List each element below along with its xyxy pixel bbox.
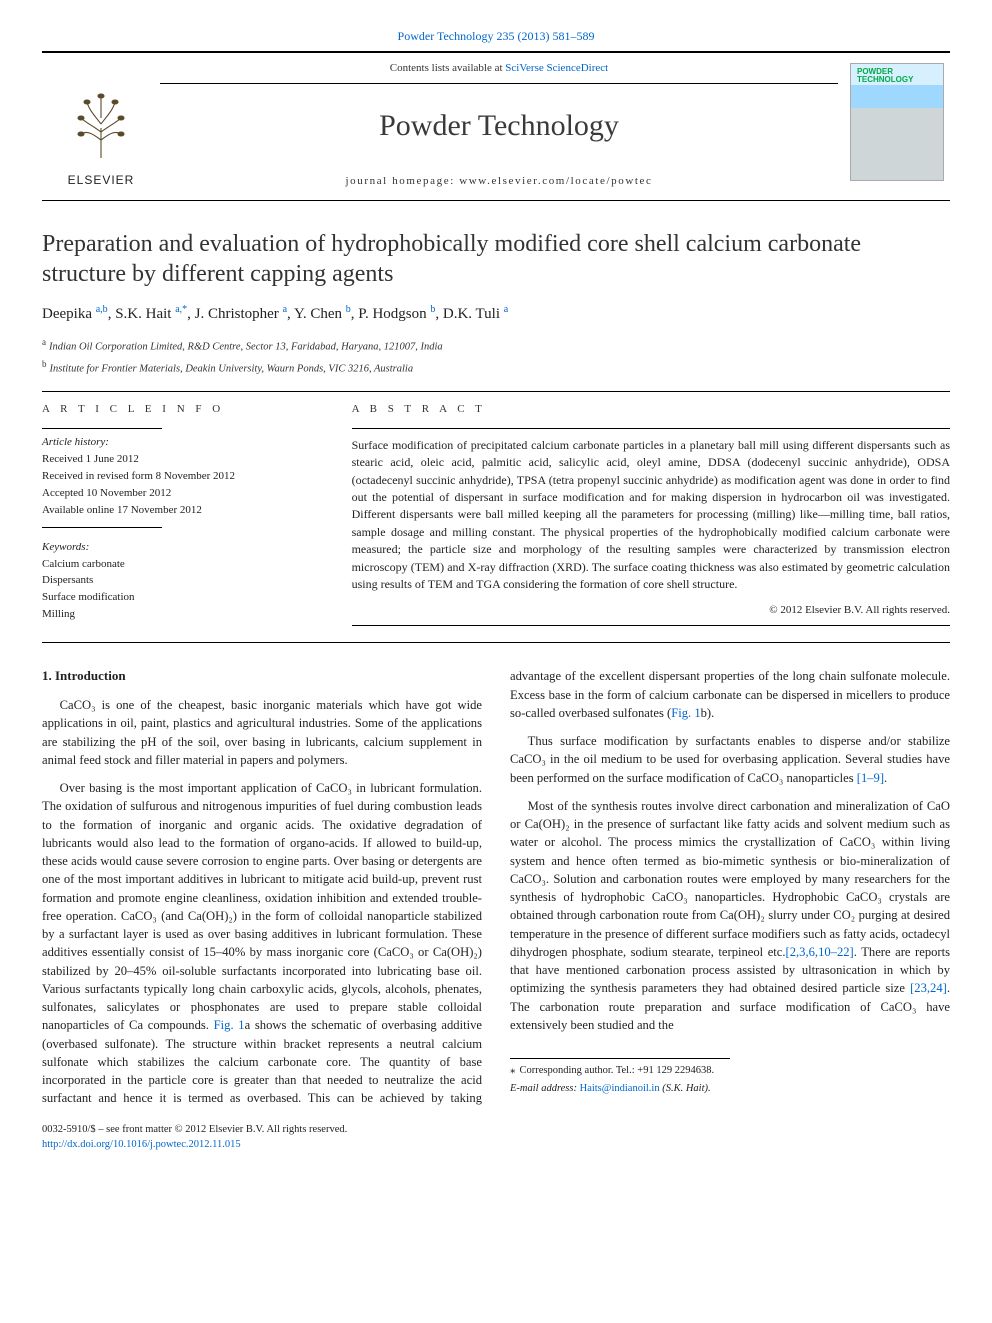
section-heading-intro: 1. Introduction (42, 667, 482, 686)
keyword: Dispersants (42, 573, 324, 589)
top-journal-ref: Powder Technology 235 (2013) 581–589 (42, 28, 950, 45)
top-journal-link[interactable]: Powder Technology 235 (2013) 581–589 (398, 29, 595, 43)
doi-link[interactable]: http://dx.doi.org/10.1016/j.powtec.2012.… (42, 1139, 241, 1150)
affiliation-a: aIndian Oil Corporation Limited, R&D Cen… (42, 336, 950, 355)
corr-text: Corresponding author. Tel.: +91 129 2294… (520, 1065, 715, 1076)
keyword: Milling (42, 607, 324, 623)
email-person: (S.K. Hait). (662, 1083, 710, 1094)
history-line: Accepted 10 November 2012 (42, 486, 324, 502)
journal-cover-block: POWDER TECHNOLOGY (838, 53, 950, 199)
body-paragraph: Thus surface modification by surfactants… (510, 732, 950, 787)
aff-sup-b: b (42, 359, 47, 369)
abstract-top-rule (352, 428, 950, 429)
keywords-heading: Keywords: (42, 540, 324, 556)
contents-prefix: Contents lists available at (390, 62, 505, 74)
history-line: Available online 17 November 2012 (42, 503, 324, 519)
keyword: Calcium carbonate (42, 557, 324, 573)
page: Powder Technology 235 (2013) 581–589 (0, 0, 992, 1192)
abstract-column: A B S T R A C T Surface modification of … (352, 402, 950, 626)
aff-sup-a: a (42, 337, 46, 347)
footnote-block: ⁎ Corresponding author. Tel.: +91 129 229… (510, 1058, 950, 1096)
homepage-prefix: journal homepage: (345, 175, 459, 187)
body-text: Over basing is the most important applic… (42, 781, 482, 1032)
history-heading: Article history: (42, 435, 324, 451)
citation-link[interactable]: [2,3,6,10–22] (786, 945, 854, 959)
email-link[interactable]: Haits@indianoil.in (580, 1083, 660, 1094)
abstract-copyright: © 2012 Elsevier B.V. All rights reserved… (352, 603, 950, 619)
cover-title: POWDER TECHNOLOGY (857, 68, 943, 84)
doi-line: http://dx.doi.org/10.1016/j.powtec.2012.… (42, 1137, 950, 1152)
aff-text-a: Indian Oil Corporation Limited, R&D Cent… (49, 341, 443, 352)
homepage-url: www.elsevier.com/locate/powtec (459, 175, 652, 187)
front-matter-line: 0032-5910/$ – see front matter © 2012 El… (42, 1122, 950, 1137)
body-paragraph: CaCO₃ is one of the cheapest, basic inor… (42, 696, 482, 769)
asterisk-icon: ⁎ (510, 1064, 516, 1076)
elsevier-label: ELSEVIER (68, 172, 135, 189)
abstract-heading: A B S T R A C T (352, 402, 950, 418)
masthead: ELSEVIER Contents lists available at Sci… (42, 51, 950, 200)
email-note: E-mail address: Haits@indianoil.in (S.K.… (510, 1081, 950, 1096)
article-info-heading: A R T I C L E I N F O (42, 402, 324, 418)
aff-text-b: Institute for Frontier Materials, Deakin… (50, 364, 414, 375)
publisher-block: ELSEVIER (42, 53, 160, 199)
email-label: E-mail address: (510, 1083, 577, 1094)
masthead-center: Contents lists available at SciVerse Sci… (160, 53, 838, 199)
figure-ref-link[interactable]: Fig. 1 (214, 1018, 245, 1032)
body-two-column: 1. Introduction CaCO₃ is one of the chea… (42, 667, 950, 1107)
authors-line: Deepika a,b, S.K. Hait a,*, J. Christoph… (42, 303, 950, 326)
figure-ref-link[interactable]: Fig. 1 (671, 706, 700, 720)
affiliation-b: bInstitute for Frontier Materials, Deaki… (42, 358, 950, 377)
info-short-rule-1 (42, 428, 162, 429)
body-text: b). (701, 706, 715, 720)
journal-cover-thumbnail: POWDER TECHNOLOGY (850, 63, 944, 181)
sciencedirect-link[interactable]: SciVerse ScienceDirect (505, 62, 608, 74)
body-paragraph: Most of the synthesis routes involve dir… (510, 797, 950, 1034)
body-text: Most of the synthesis routes involve dir… (510, 799, 950, 959)
info-short-rule-2 (42, 527, 162, 528)
rule-above-body (42, 642, 950, 643)
rule-above-info (42, 391, 950, 392)
body-text: . (884, 771, 887, 785)
history-line: Received in revised form 8 November 2012 (42, 469, 324, 485)
journal-title: Powder Technology (160, 104, 838, 148)
contents-line: Contents lists available at SciVerse Sci… (160, 61, 838, 84)
abstract-text: Surface modification of precipitated cal… (352, 437, 950, 594)
article-info-column: A R T I C L E I N F O Article history: R… (42, 402, 324, 626)
citation-link[interactable]: [23,24] (910, 981, 947, 995)
abstract-bottom-rule (352, 625, 950, 626)
keyword: Surface modification (42, 590, 324, 606)
history-line: Received 1 June 2012 (42, 452, 324, 468)
article-title: Preparation and evaluation of hydrophobi… (42, 229, 950, 289)
info-abstract-row: A R T I C L E I N F O Article history: R… (42, 402, 950, 626)
footnote-rule (510, 1058, 730, 1059)
corresponding-author-note: ⁎ Corresponding author. Tel.: +91 129 229… (510, 1063, 950, 1079)
journal-homepage: journal homepage: www.elsevier.com/locat… (160, 174, 838, 200)
elsevier-tree-icon (65, 86, 137, 164)
citation-link[interactable]: [1–9] (857, 771, 884, 785)
